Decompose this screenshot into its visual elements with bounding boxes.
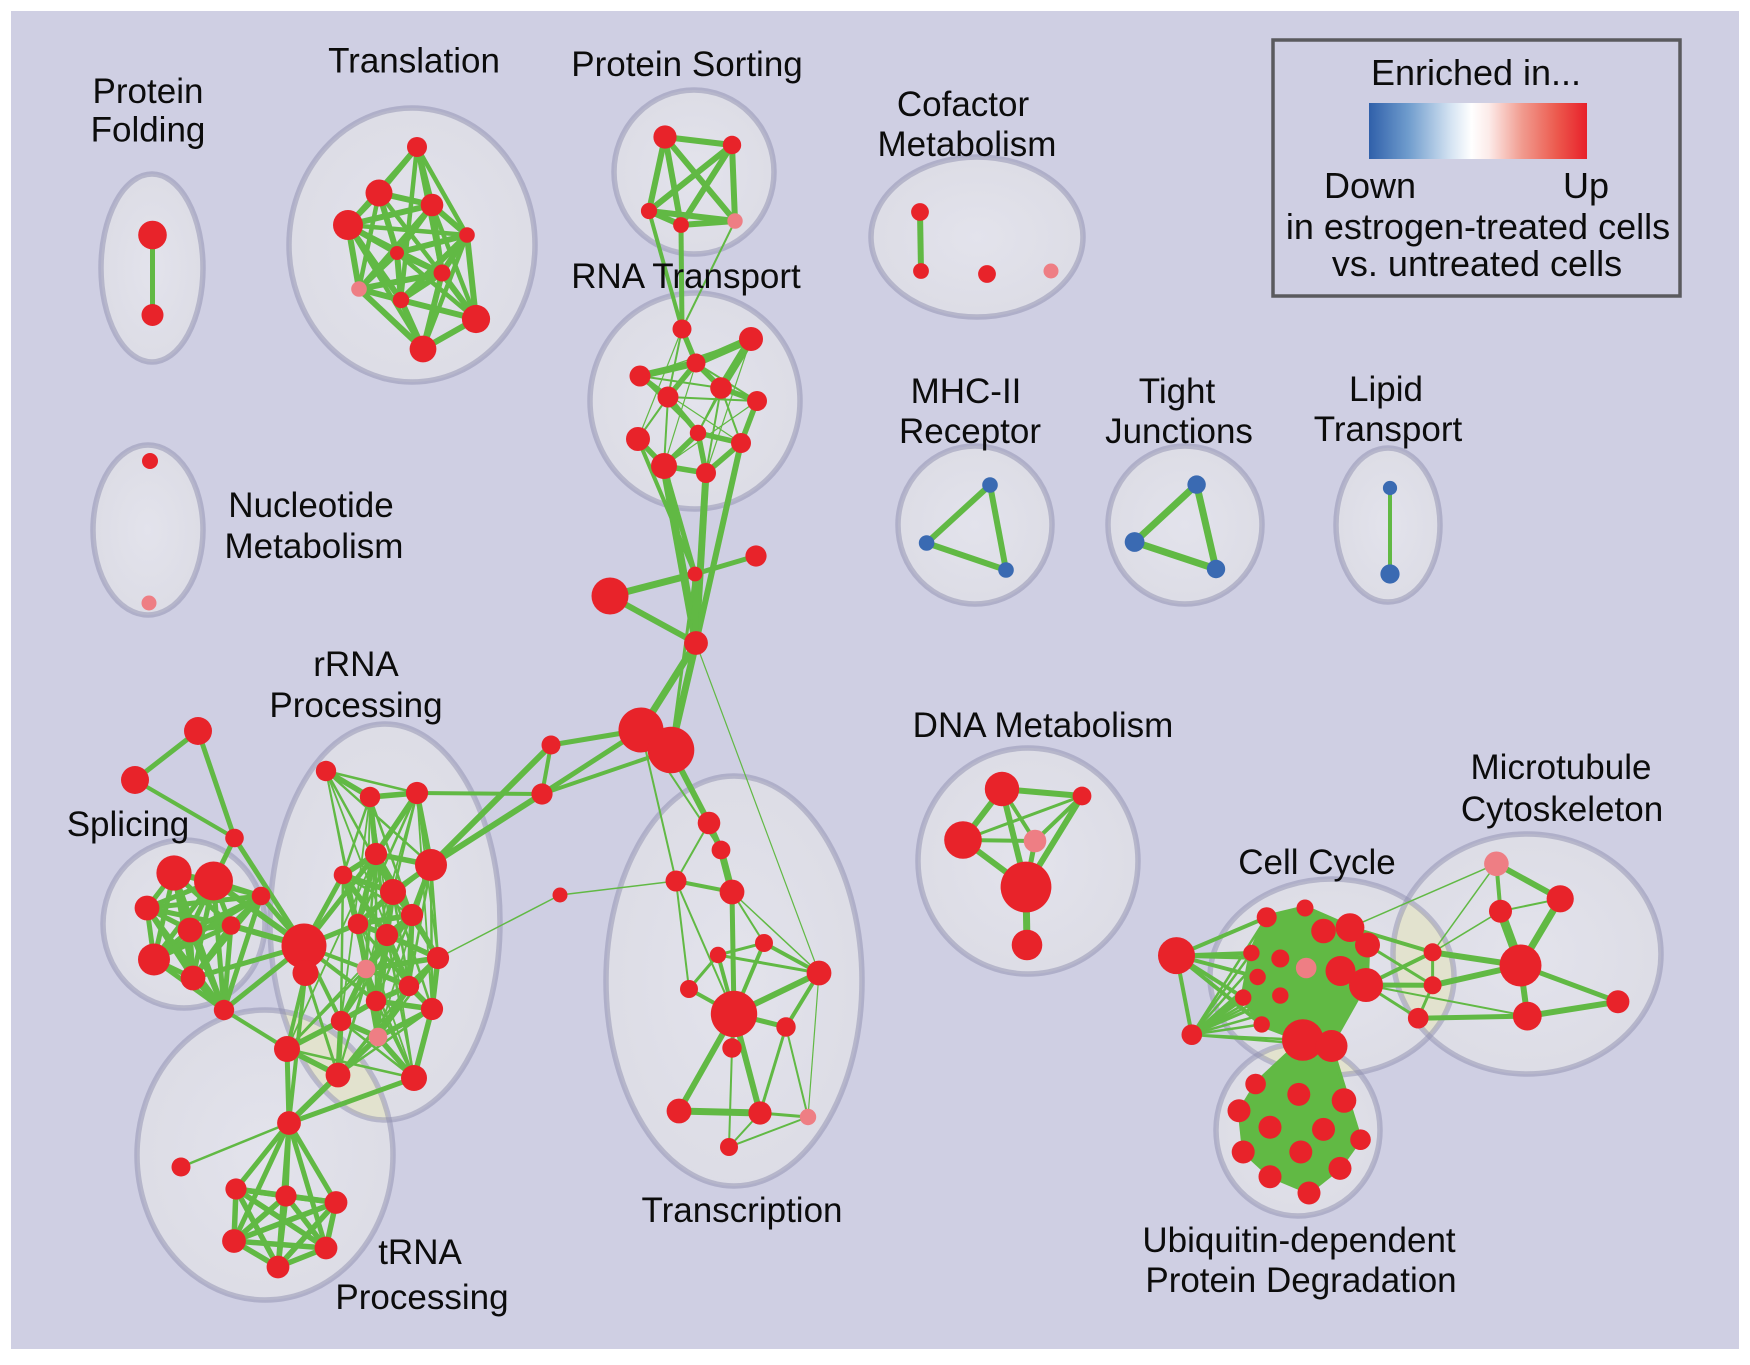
svg-text:Junctions: Junctions bbox=[1105, 412, 1253, 451]
svg-text:Processing: Processing bbox=[269, 686, 442, 725]
svg-text:Receptor: Receptor bbox=[899, 412, 1041, 451]
svg-text:RNA Transport: RNA Transport bbox=[571, 257, 801, 296]
svg-text:Ubiquitin-dependent: Ubiquitin-dependent bbox=[1142, 1221, 1456, 1260]
svg-text:Down: Down bbox=[1324, 165, 1416, 206]
svg-text:Protein Degradation: Protein Degradation bbox=[1145, 1261, 1456, 1300]
svg-text:Protein: Protein bbox=[93, 72, 204, 111]
svg-text:Folding: Folding bbox=[91, 110, 206, 149]
svg-text:Translation: Translation bbox=[328, 41, 500, 80]
svg-text:DNA Metabolism: DNA Metabolism bbox=[913, 706, 1174, 745]
svg-text:Protein Sorting: Protein Sorting bbox=[571, 45, 803, 84]
svg-text:Enriched in...: Enriched in... bbox=[1371, 52, 1581, 93]
svg-text:Cytoskeleton: Cytoskeleton bbox=[1461, 790, 1663, 829]
svg-text:Splicing: Splicing bbox=[67, 805, 190, 844]
svg-text:Transport: Transport bbox=[1314, 410, 1463, 449]
svg-text:in estrogen-treated cells: in estrogen-treated cells bbox=[1286, 206, 1670, 247]
svg-text:Tight: Tight bbox=[1139, 372, 1216, 411]
svg-text:MHC-II: MHC-II bbox=[911, 372, 1022, 411]
svg-text:Lipid: Lipid bbox=[1349, 370, 1423, 409]
svg-text:Transcription: Transcription bbox=[642, 1191, 843, 1230]
svg-text:rRNA: rRNA bbox=[313, 645, 399, 684]
svg-text:Metabolism: Metabolism bbox=[225, 527, 404, 566]
svg-text:Nucleotide: Nucleotide bbox=[228, 486, 393, 525]
svg-text:Processing: Processing bbox=[335, 1278, 508, 1317]
svg-text:Up: Up bbox=[1563, 165, 1609, 206]
svg-text:vs. untreated cells: vs. untreated cells bbox=[1332, 243, 1622, 284]
svg-text:Metabolism: Metabolism bbox=[878, 125, 1057, 164]
svg-text:Microtubule: Microtubule bbox=[1471, 748, 1652, 787]
svg-text:tRNA: tRNA bbox=[378, 1233, 462, 1272]
svg-text:Cofactor: Cofactor bbox=[897, 85, 1030, 124]
svg-text:Cell Cycle: Cell Cycle bbox=[1238, 843, 1396, 882]
